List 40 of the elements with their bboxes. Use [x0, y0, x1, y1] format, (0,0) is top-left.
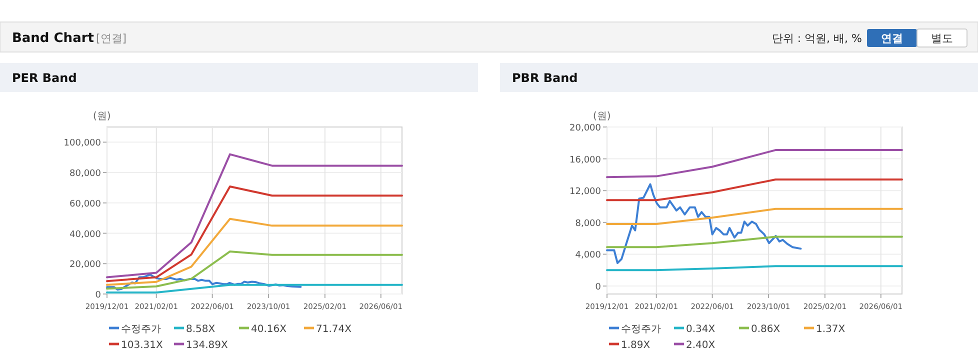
- y-tick-label: 20,000: [70, 260, 102, 270]
- line-series: [606, 149, 903, 178]
- legend-label: 수정주가: [121, 324, 161, 335]
- y-tick-label: 12,000: [570, 187, 602, 198]
- line-series: [106, 274, 302, 291]
- text: 별도: [931, 32, 953, 45]
- text: [연결]: [96, 32, 127, 45]
- legend-label: 수정주가: [621, 324, 661, 335]
- legend-label: 8.58X: [186, 324, 216, 335]
- y-tick-label: 8,000: [575, 218, 602, 229]
- y-tick-label: 4,000: [575, 250, 602, 261]
- legend-label: 2.40X: [686, 340, 716, 351]
- legend-label: 40.16X: [251, 324, 287, 335]
- y-tick-label: 16,000: [570, 155, 602, 166]
- legend-label: 1.37X: [816, 324, 846, 335]
- line-series: [106, 218, 403, 286]
- y-tick-label: 0: [595, 282, 602, 293]
- legend-label: 0.34X: [686, 324, 716, 335]
- legend-label: 71.74X: [316, 324, 352, 335]
- legend-label: 1.89X: [621, 340, 650, 351]
- line-series: [106, 153, 403, 278]
- y-tick-label: 40,000: [70, 230, 102, 240]
- legend-label: 0.86X: [751, 324, 780, 335]
- y-tick-label: 20,000: [570, 124, 602, 134]
- chart-title: PER Band: [12, 71, 77, 85]
- text: 연결: [881, 32, 903, 45]
- y-tick-label: 80,000: [70, 169, 102, 180]
- text: 단위 : 억원, 배, %: [772, 32, 862, 45]
- legend-label: 103.31X: [121, 340, 163, 351]
- y-axis-title: (원): [593, 111, 611, 122]
- legend-label: 134.89X: [186, 340, 228, 351]
- y-tick-label: 0: [95, 290, 102, 300]
- chart-title: PBR Band: [512, 71, 578, 85]
- y-tick-label: 100,000: [64, 138, 102, 149]
- line-series: [106, 250, 403, 290]
- line-series: [106, 186, 403, 282]
- y-axis-title: (원): [93, 111, 111, 122]
- line-series: [606, 183, 802, 264]
- text: Band Chart: [12, 31, 94, 46]
- y-tick-label: 60,000: [70, 199, 102, 210]
